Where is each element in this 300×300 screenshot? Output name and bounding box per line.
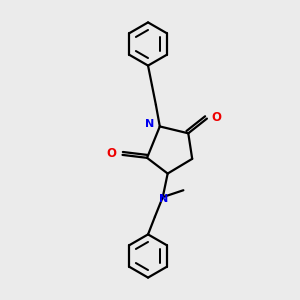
Text: O: O bbox=[106, 147, 117, 161]
Text: N: N bbox=[159, 194, 168, 204]
Text: O: O bbox=[212, 111, 222, 124]
Text: N: N bbox=[146, 119, 154, 130]
